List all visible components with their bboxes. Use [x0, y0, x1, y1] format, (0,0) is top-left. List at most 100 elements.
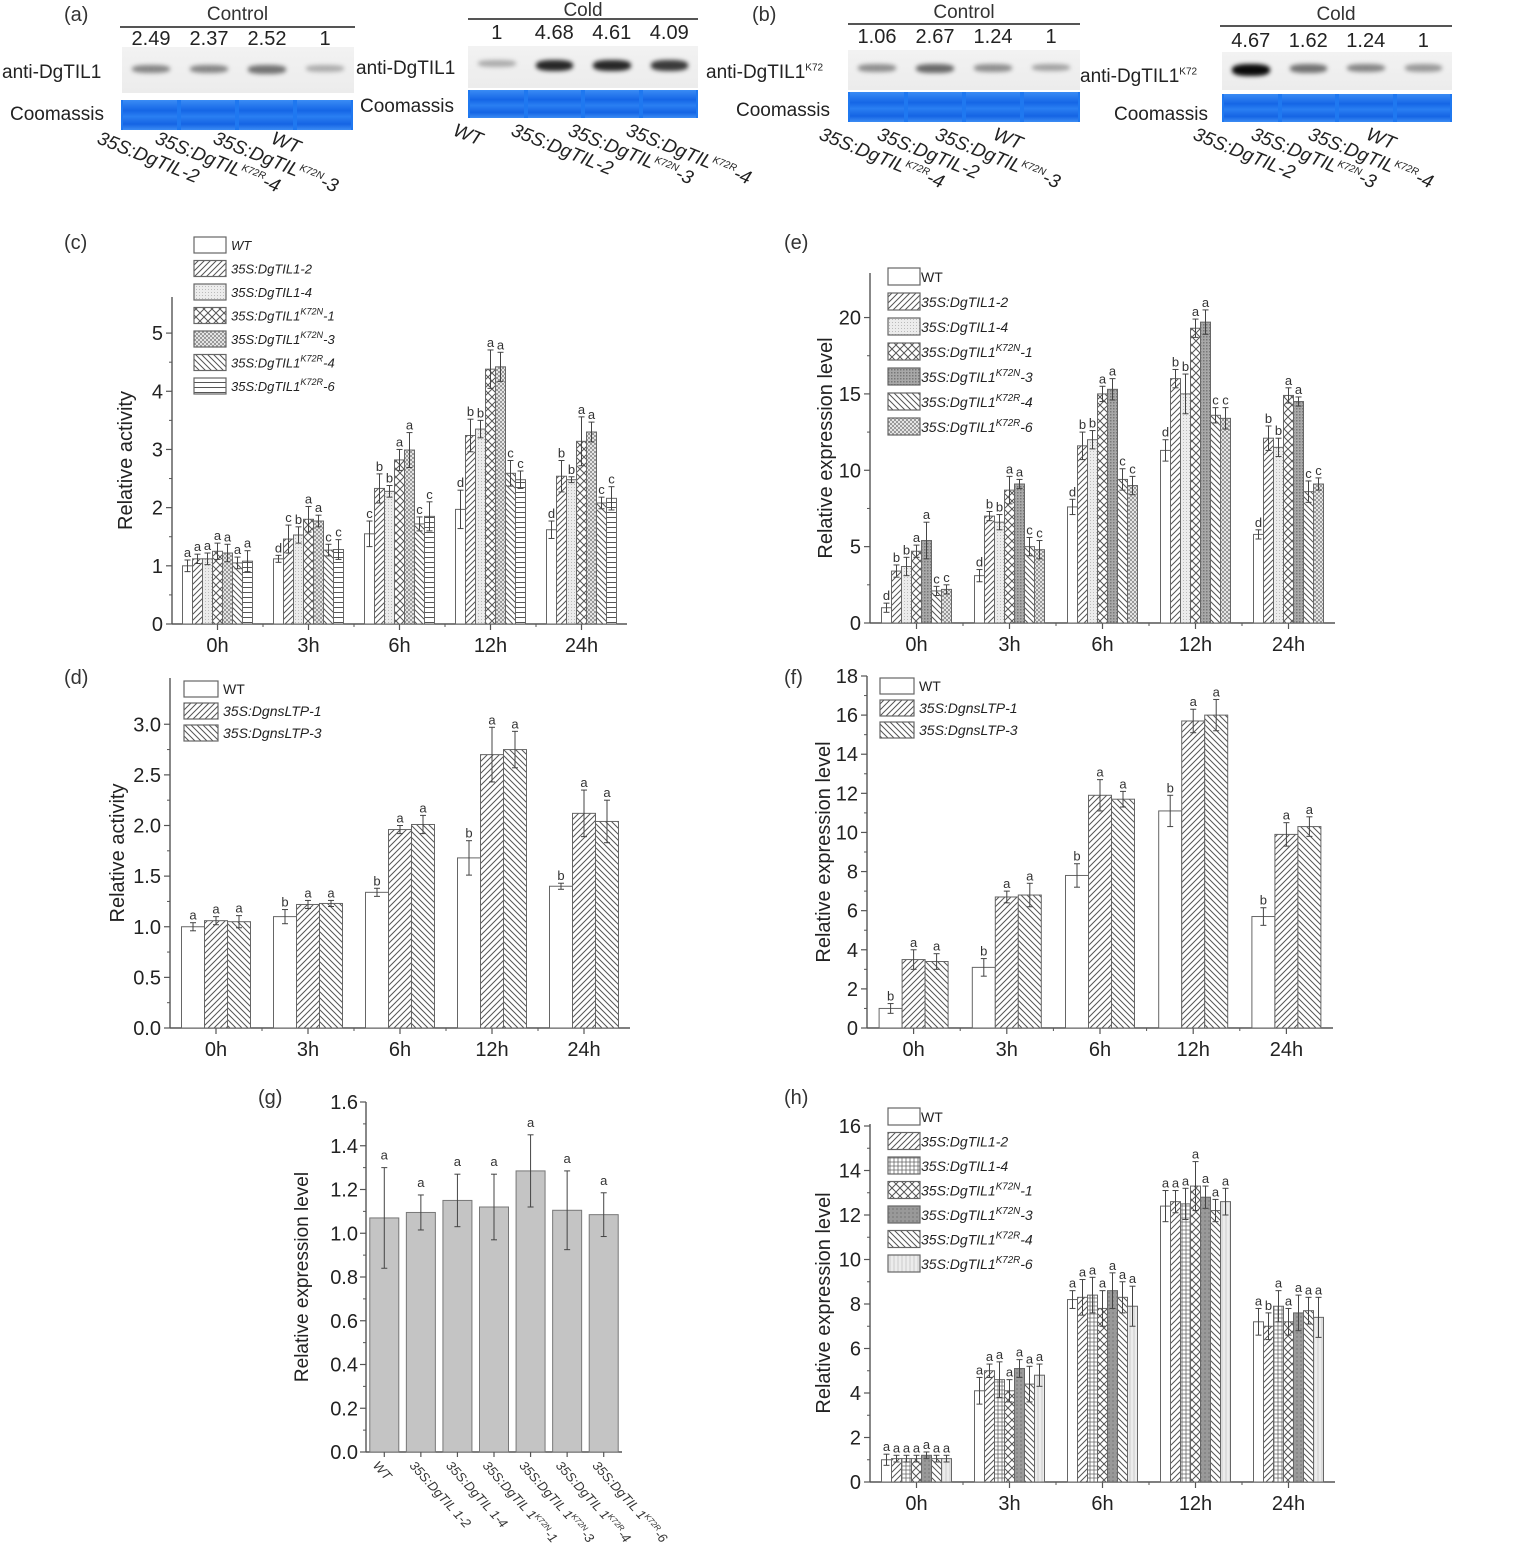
coomassie-lane: [966, 92, 1020, 122]
western-band: [1289, 64, 1327, 73]
blot-b-control-antibody: anti-DgTIL1K72: [706, 62, 823, 84]
legend-label: 35S:DgnsLTP-1: [919, 700, 1018, 716]
legend-swatch: [879, 699, 915, 717]
significance-letter: c: [1026, 522, 1033, 537]
legend-label-sup: K72N: [996, 1206, 1021, 1217]
y-tick-label: 16: [839, 1116, 861, 1138]
coomassie-lane: [123, 100, 177, 130]
y-axis-label: Relative expression level: [292, 1172, 313, 1382]
x-tick-label: 12h: [1179, 1493, 1212, 1515]
legend-label: WT: [919, 678, 941, 694]
significance-letter: b: [376, 459, 383, 474]
significance-letter: b: [893, 550, 900, 565]
x-tick-label: 24h: [565, 635, 598, 657]
bar: [1088, 794, 1112, 1029]
y-axis-label: Relative expression level: [813, 1192, 835, 1413]
blot-b-cold-coomassie: [1222, 94, 1452, 122]
significance-letter: c: [426, 487, 433, 502]
legend-label-sup: K72R: [996, 393, 1021, 404]
legend-label: 35S:DgTIL1K72N-3: [231, 330, 335, 347]
legend-label: WT: [231, 238, 252, 253]
significance-letter: a: [184, 545, 192, 560]
bar: [1251, 916, 1276, 1029]
significance-letter: b: [1167, 780, 1174, 795]
legend-swatch: [887, 1180, 921, 1200]
legend-label-sup: K72N: [996, 368, 1021, 379]
coomassie-lane: [585, 90, 639, 118]
western-band: [593, 60, 631, 72]
significance-letter: d: [457, 475, 464, 490]
significance-letter: c: [1315, 463, 1322, 478]
significance-letter: a: [1285, 1293, 1293, 1308]
blot-value: 1.24: [1346, 30, 1386, 52]
significance-letter: a: [194, 539, 202, 554]
bar: [1097, 1307, 1108, 1483]
legend-swatch: [183, 702, 219, 720]
western-band: [650, 60, 688, 71]
y-tick-label: 0.0: [133, 1018, 161, 1040]
significance-letter: c: [598, 482, 605, 497]
western-band: [916, 64, 954, 73]
y-tick-label: 0: [847, 1018, 858, 1040]
y-tick-label: 1.5: [133, 866, 161, 888]
legend-label-suffix: -1: [323, 309, 335, 324]
lane-label-base: WT: [450, 120, 486, 151]
y-tick-label: 8: [850, 1294, 861, 1316]
y-tick-label: 0.2: [330, 1398, 358, 1420]
y-tick-label: 1.6: [330, 1092, 358, 1114]
bar: [333, 549, 344, 625]
y-tick-label: 12: [836, 783, 858, 805]
y-tick-label: 4: [850, 1383, 861, 1405]
legend-label-suffix: -1: [1020, 344, 1032, 360]
blot-a-control-loading: Coomassis: [10, 104, 104, 125]
bar: [303, 518, 314, 625]
x-tick-label: 12h: [1177, 1039, 1210, 1061]
bar: [1107, 388, 1118, 624]
significance-letter: b: [477, 405, 484, 420]
significance-letter: c: [366, 506, 373, 521]
significance-letter: c: [1212, 393, 1219, 408]
bar: [1097, 393, 1108, 624]
coomassie-lane: [1224, 94, 1278, 122]
significance-letter: a: [381, 1148, 389, 1163]
significance-letter: a: [304, 885, 312, 900]
significance-letter: b: [887, 989, 894, 1004]
significance-letter: a: [511, 716, 519, 731]
legend-swatch: [887, 1254, 921, 1273]
lane-label-sup: K72R: [710, 154, 738, 175]
legend-label-base: WT: [921, 269, 943, 285]
significance-letter: c: [416, 502, 423, 517]
significance-letter: a: [235, 901, 243, 916]
significance-letter: b: [465, 826, 472, 841]
x-tick-label: 3h: [297, 1039, 319, 1061]
blot-value: 1.06: [857, 26, 897, 48]
significance-letter: a: [1305, 1282, 1313, 1297]
legend-label-base: 35S:DgnsLTP-3: [919, 722, 1018, 738]
bar: [232, 562, 243, 625]
bar: [1181, 720, 1206, 1029]
blot-value: 1: [491, 22, 503, 44]
y-tick-label: 4: [847, 940, 858, 962]
bar: [1303, 1310, 1314, 1483]
bar: [273, 558, 284, 625]
antibody-name: anti-DgTIL1: [1080, 66, 1180, 87]
significance-letter: a: [1119, 1267, 1127, 1282]
bar: [364, 533, 375, 625]
bar: [596, 502, 607, 625]
bar: [1220, 1201, 1231, 1483]
significance-letter: b: [903, 542, 910, 557]
significance-letter: a: [1119, 776, 1127, 791]
western-band: [974, 64, 1012, 72]
y-tick-label: 2.0: [133, 816, 161, 838]
bar: [192, 558, 203, 625]
x-tick-label: 24h: [1272, 1493, 1305, 1515]
x-tick-label-base: WT: [370, 1458, 395, 1484]
significance-letter: a: [1295, 382, 1303, 397]
significance-letter: a: [588, 407, 596, 422]
bar: [1065, 874, 1089, 1029]
coomassie-lane: [642, 90, 696, 118]
bar: [323, 549, 334, 625]
significance-letter: a: [1016, 464, 1024, 479]
significance-letter: a: [1026, 1351, 1034, 1366]
bar: [1204, 714, 1229, 1029]
